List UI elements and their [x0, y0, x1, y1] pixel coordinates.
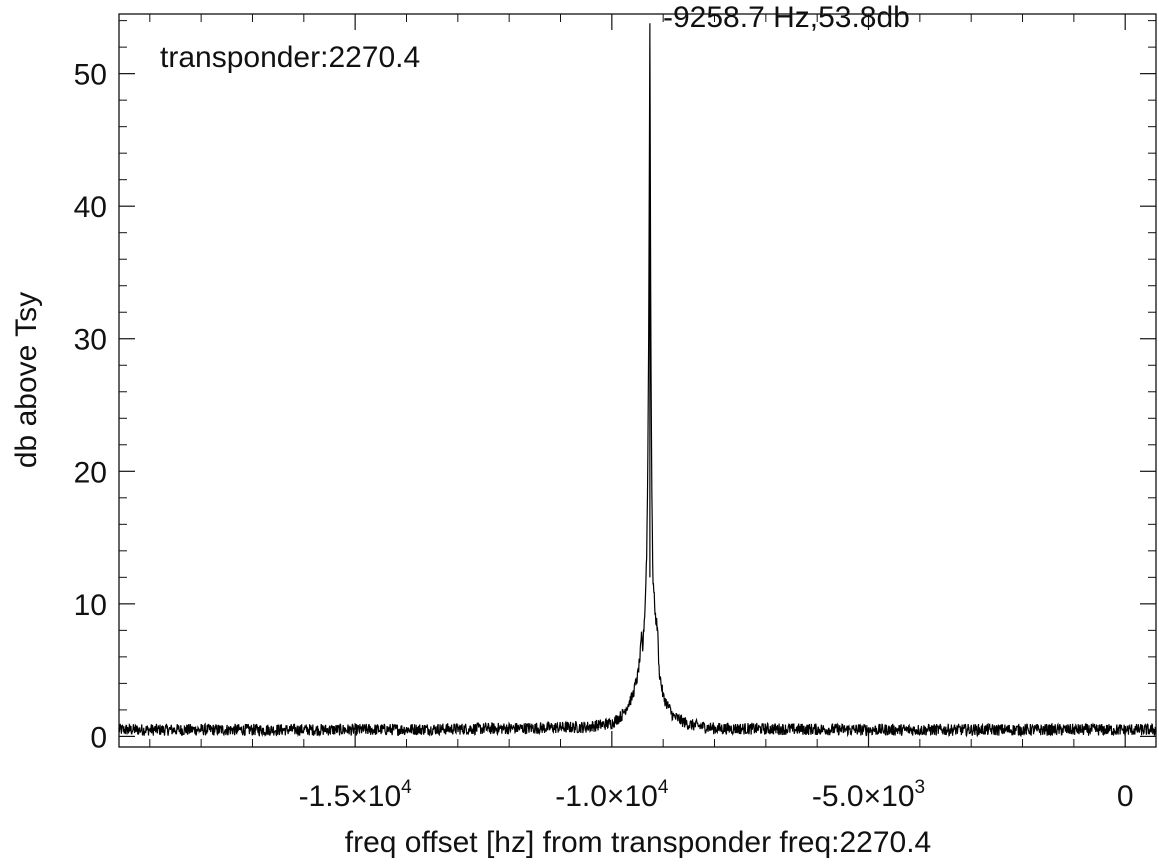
x-tick-label: -5.0×103 [812, 777, 925, 813]
y-tick-labels: 0 10 20 30 40 50 [74, 59, 107, 755]
y-tick-label: 30 [74, 324, 107, 357]
spectrum-line [118, 23, 1157, 738]
y-tick-label: 50 [74, 59, 107, 92]
annotation-label: transponder:2270.4 [160, 41, 420, 74]
axis-ticks [119, 14, 1156, 747]
x-tick-label: 0 [1117, 780, 1134, 813]
y-tick-label: 0 [90, 721, 107, 754]
plot-frame [118, 13, 1157, 748]
x-tick-label: -1.5×104 [299, 777, 413, 813]
x-axis-label: freq offset [hz] from transponder freq:2… [345, 826, 931, 859]
peak-label: -9258.7 Hz,53.8db [663, 1, 910, 34]
y-axis-label: db above Tsy [10, 292, 43, 468]
x-tick-label: -1.0×104 [555, 777, 669, 813]
x-tick-labels: -1.5×104 -1.0×104 -5.0×103 0 [299, 777, 1134, 813]
y-tick-label: 20 [74, 456, 107, 489]
y-tick-label: 10 [74, 589, 107, 622]
y-tick-label: 40 [74, 191, 107, 224]
